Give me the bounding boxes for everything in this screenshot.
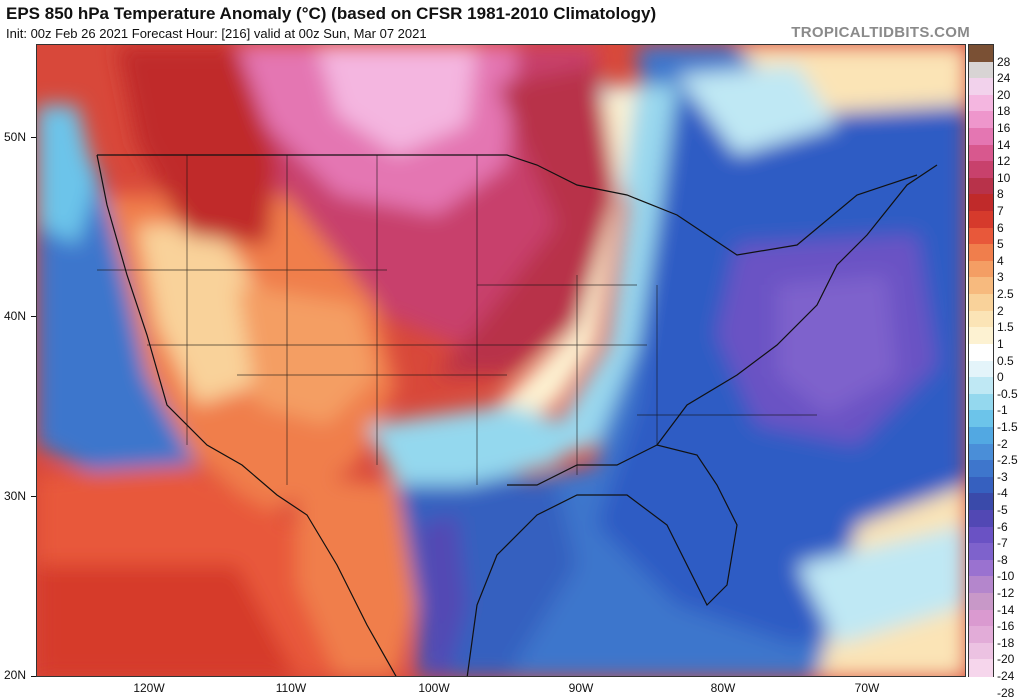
color-legend-swatch [969, 343, 993, 362]
color-legend-label: 1 [997, 336, 1004, 351]
color-legend-swatch [969, 460, 993, 478]
color-legend-swatch [969, 659, 993, 677]
color-legend-label: 14 [997, 137, 1011, 152]
color-legend-swatch [969, 310, 993, 328]
lon-label-100w: 100W [418, 681, 450, 695]
coastline-outlines [96, 154, 938, 676]
color-legend-swatch [969, 443, 993, 461]
map-title: EPS 850 hPa Temperature Anomaly (°C) (ba… [6, 4, 657, 23]
color-legend-swatch [969, 626, 993, 644]
color-legend-label: 16 [997, 121, 1011, 136]
lon-label-110w: 110W [275, 681, 307, 695]
color-legend-label: 1.5 [997, 320, 1014, 335]
color-legend-swatch [969, 194, 993, 212]
color-legend-label: -28 [997, 685, 1015, 700]
color-legend-label: 4 [997, 253, 1004, 268]
lat-label-30n: 30N [4, 489, 27, 503]
color-legend-label: 12 [997, 154, 1011, 169]
color-legend-label: -10 [997, 569, 1015, 584]
color-legend-label: 0.5 [997, 353, 1014, 368]
color-legend-swatch [969, 393, 993, 411]
color-legend-swatch [969, 410, 993, 428]
color-legend-label: -14 [997, 602, 1015, 617]
color-legend-swatch [969, 426, 993, 445]
color-legend-swatch [969, 493, 993, 511]
color-legend-swatch [969, 526, 993, 544]
color-legend-label: 7 [997, 204, 1004, 219]
color-legend-label: -3 [997, 469, 1008, 484]
color-legend-swatch [969, 360, 993, 378]
color-legend-label: 24 [997, 71, 1011, 86]
color-legend-label: -2 [997, 436, 1008, 451]
lon-label-90w: 90W [568, 681, 594, 695]
lon-label-120w: 120W [133, 681, 165, 695]
color-legend [968, 44, 994, 677]
color-legend-swatch [969, 128, 993, 146]
lon-label-80w: 80W [710, 681, 736, 695]
color-legend-swatch [969, 642, 993, 660]
color-legend-label: -8 [997, 552, 1008, 567]
color-legend-label: -5 [997, 502, 1008, 517]
lat-tick [31, 676, 36, 677]
color-legend-label: -4 [997, 486, 1008, 501]
color-legend-swatch [969, 227, 993, 245]
color-legend-label: 18 [997, 104, 1011, 119]
color-legend-swatch [969, 94, 993, 113]
color-legend-swatch [969, 211, 993, 229]
anomaly-field [37, 45, 965, 676]
color-legend-swatch [969, 327, 993, 345]
color-legend-swatch [969, 294, 993, 312]
color-legend-swatch [969, 559, 993, 577]
state-borders [97, 155, 817, 485]
lat-tick [31, 496, 36, 497]
color-legend-label: 20 [997, 87, 1011, 102]
color-legend-swatch [969, 509, 993, 528]
color-legend-swatch [969, 260, 993, 279]
color-legend-label: 10 [997, 170, 1011, 185]
lat-tick [31, 316, 36, 317]
color-legend-swatch [969, 177, 993, 196]
color-legend-label: 8 [997, 187, 1004, 202]
color-legend-label: -24 [997, 669, 1015, 683]
color-legend-label: -6 [997, 519, 1008, 534]
color-legend-swatch [969, 609, 993, 627]
color-legend-swatch [969, 476, 993, 494]
color-legend-swatch [969, 277, 993, 295]
color-legend-swatch [969, 592, 993, 611]
lon-label-70w: 70W [854, 681, 880, 695]
color-legend-swatch [969, 543, 993, 561]
lat-tick [31, 137, 36, 138]
color-legend-label: 0 [997, 370, 1004, 385]
color-legend-swatch [969, 78, 993, 96]
anomaly-map [36, 44, 966, 677]
color-legend-label: 6 [997, 220, 1004, 235]
color-legend-label: -16 [997, 619, 1015, 634]
color-legend-swatch [969, 144, 993, 162]
color-legend-label: 28 [997, 54, 1011, 69]
color-legend-swatch [969, 111, 993, 129]
color-legend-swatch [969, 576, 993, 594]
color-legend-label: -2.5 [997, 453, 1018, 468]
color-legend-label: -20 [997, 652, 1015, 667]
color-legend-label: -1 [997, 403, 1008, 418]
color-legend-swatch [969, 45, 993, 63]
site-watermark: TROPICALTIDBITS.COM [791, 24, 970, 41]
lat-label-20n: 20N [4, 668, 27, 682]
color-legend-label: -18 [997, 635, 1015, 650]
run-info: Init: 00z Feb 26 2021 Forecast Hour: [21… [6, 26, 427, 41]
color-legend-label: -7 [997, 536, 1008, 551]
color-legend-swatch [969, 61, 993, 79]
lat-label-40n: 40N [4, 309, 27, 323]
color-legend-label: -12 [997, 585, 1015, 600]
color-legend-label: 5 [997, 237, 1004, 252]
color-legend-label: -1.5 [997, 419, 1018, 434]
color-legend-label: 3 [997, 270, 1004, 285]
lat-label-50n: 50N [4, 130, 27, 144]
color-legend-label: 2.5 [997, 287, 1014, 302]
color-legend-label: -0.5 [997, 386, 1018, 401]
color-legend-swatch [969, 377, 993, 395]
color-legend-swatch [969, 161, 993, 179]
color-legend-label: 2 [997, 303, 1004, 318]
color-legend-swatch [969, 244, 993, 262]
